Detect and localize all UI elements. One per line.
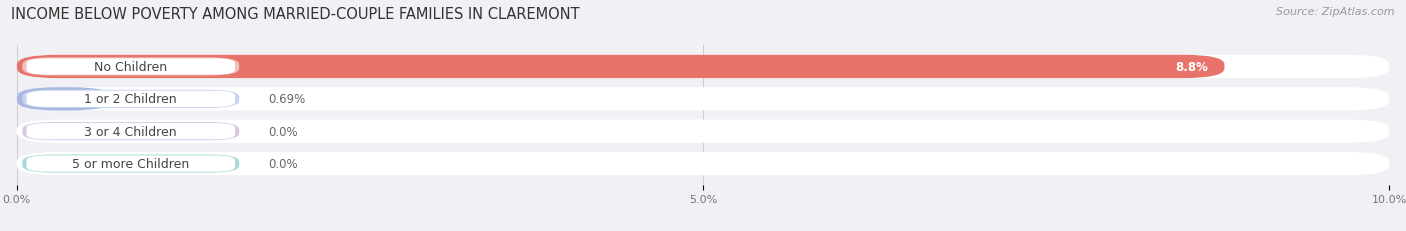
Text: 1 or 2 Children: 1 or 2 Children bbox=[84, 93, 177, 106]
Text: INCOME BELOW POVERTY AMONG MARRIED-COUPLE FAMILIES IN CLAREMONT: INCOME BELOW POVERTY AMONG MARRIED-COUPL… bbox=[11, 7, 579, 22]
Text: 0.0%: 0.0% bbox=[269, 157, 298, 170]
Text: No Children: No Children bbox=[94, 61, 167, 74]
FancyBboxPatch shape bbox=[17, 88, 1389, 111]
FancyBboxPatch shape bbox=[17, 88, 111, 111]
Text: Source: ZipAtlas.com: Source: ZipAtlas.com bbox=[1277, 7, 1395, 17]
Text: 5 or more Children: 5 or more Children bbox=[72, 157, 190, 170]
Text: 0.0%: 0.0% bbox=[269, 125, 298, 138]
Text: 0.69%: 0.69% bbox=[269, 93, 305, 106]
FancyBboxPatch shape bbox=[22, 90, 239, 108]
FancyBboxPatch shape bbox=[17, 55, 1225, 79]
Text: 3 or 4 Children: 3 or 4 Children bbox=[84, 125, 177, 138]
FancyBboxPatch shape bbox=[22, 123, 239, 141]
FancyBboxPatch shape bbox=[17, 120, 1389, 143]
FancyBboxPatch shape bbox=[27, 156, 235, 172]
FancyBboxPatch shape bbox=[22, 58, 239, 76]
Text: 8.8%: 8.8% bbox=[1175, 61, 1208, 74]
FancyBboxPatch shape bbox=[17, 152, 1389, 176]
FancyBboxPatch shape bbox=[17, 55, 1389, 79]
FancyBboxPatch shape bbox=[27, 124, 235, 140]
FancyBboxPatch shape bbox=[27, 91, 235, 107]
FancyBboxPatch shape bbox=[22, 155, 239, 173]
FancyBboxPatch shape bbox=[27, 59, 235, 75]
